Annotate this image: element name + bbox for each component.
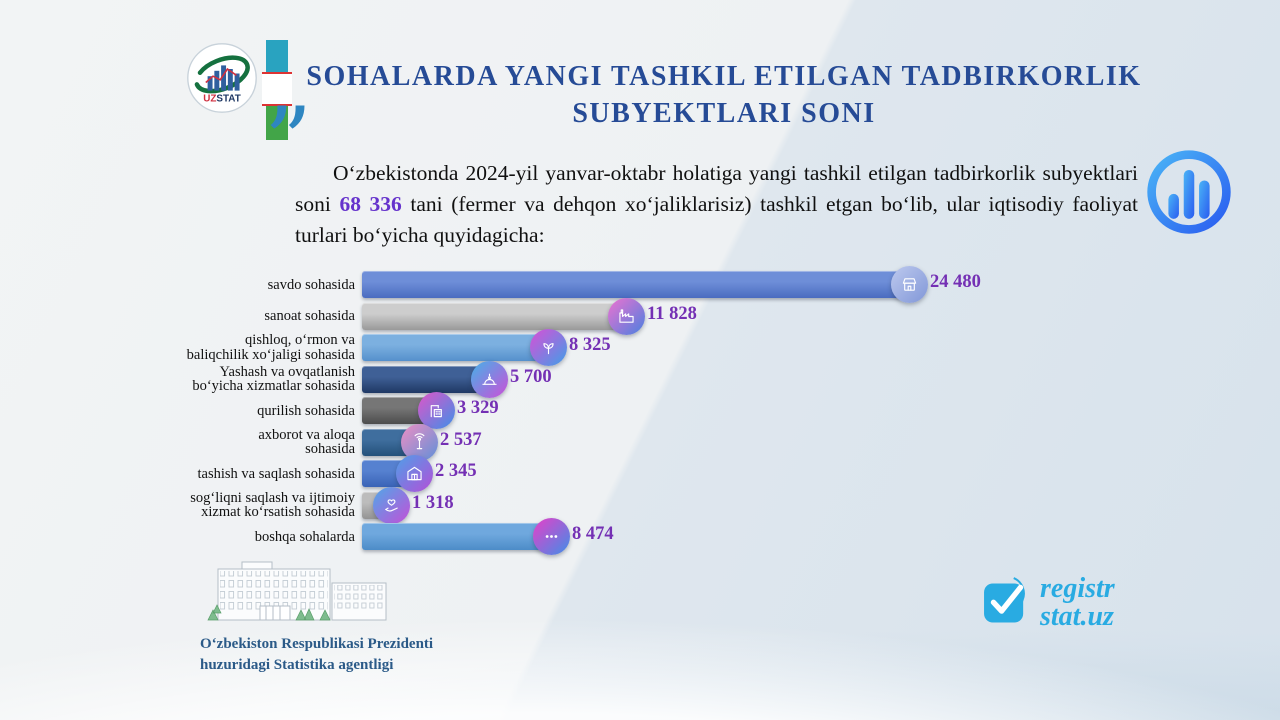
value-label: 24 480 <box>930 272 981 292</box>
bar[interactable] <box>362 271 909 299</box>
chart-row: axborot va aloqa sohasida 2 537 <box>179 423 1189 461</box>
intro-text-before: Oʻzbekistonda 2024-yil yanvar-oktabr hol… <box>295 160 1138 216</box>
communication-icon <box>400 423 438 461</box>
value-label: 5 700 <box>510 366 552 387</box>
flag-green-band <box>266 106 288 140</box>
value-label: 8 474 <box>572 524 614 544</box>
chart-badge-icon <box>1147 150 1231 234</box>
bar-track: 1 318 <box>362 486 1189 524</box>
chart-row: sogʻliqni saqlash va ijtimoiy xizmat koʻr… <box>179 486 1189 524</box>
building-windows <box>220 571 328 611</box>
intro-highlight-number: 68 336 <box>339 191 402 216</box>
brand-wordmark: registr stat.uz <box>1040 575 1115 631</box>
category-label: qurilish sohasida <box>257 402 355 419</box>
value-label: 2 345 <box>435 461 477 481</box>
ellipsis-icon <box>532 518 570 555</box>
value-label: 3 329 <box>457 398 499 418</box>
chart-row: qishloq, oʻrmon va baliqchilik xoʻjaligi … <box>179 329 1189 366</box>
value-label: 1 318 <box>412 492 454 513</box>
uzbekistan-flag-stripe <box>262 40 292 140</box>
chart-row: sanoat sohasida 11 828 <box>179 297 1189 335</box>
chart-row: Yashash va ovqatlanish boʻyicha xizmatlar… <box>179 360 1189 398</box>
bar-track: 11 828 <box>362 297 1189 335</box>
bar-track: 2 345 <box>362 455 1189 492</box>
category-label: sanoat sohasida <box>264 308 355 324</box>
food-service-icon <box>470 360 508 398</box>
construction-icon <box>417 392 455 429</box>
uzstat-logo: UZSTAT <box>187 43 257 113</box>
category-label: sogʻliqni saqlash va ijtimoiy xizmat koʻr… <box>190 489 355 521</box>
agriculture-icon <box>529 329 567 366</box>
value-label: 11 828 <box>647 303 697 324</box>
chart-row: boshqa sohalarda 8 474 <box>179 518 1189 555</box>
value-label: 2 537 <box>440 429 482 450</box>
chart-row: qurilish sohasida 3 329 <box>179 392 1189 429</box>
category-label: axborot va aloqa sohasida <box>258 426 355 458</box>
bar-track: 8 325 <box>362 329 1189 366</box>
storefront-icon <box>890 266 928 303</box>
brand-line1: registr <box>1040 573 1115 604</box>
checkmark-badge-icon <box>984 577 1025 623</box>
bar-track: 2 537 <box>362 423 1189 461</box>
value-label: 8 325 <box>569 335 611 355</box>
category-label: tashish va saqlash sohasida <box>197 465 355 482</box>
flag-white-band <box>262 72 292 106</box>
bar-chart: savdo sohasida 24 480 sanoat sohasida 11 82… <box>179 266 1189 555</box>
bar-track: 24 480 <box>362 266 1189 303</box>
agency-building-illustration <box>207 561 387 621</box>
brand-line2: stat.uz <box>1040 601 1114 632</box>
chart-row: savdo sohasida 24 480 <box>179 266 1189 303</box>
trees-icon <box>207 604 331 621</box>
chart-row: tashish va saqlash sohasida 2 345 <box>179 455 1189 492</box>
agency-caption-line1: Oʻzbekiston Respublikasi Prezidenti <box>200 636 434 652</box>
intro-text-after: tani (fermer va dehqon xoʻjaliklarisiz) … <box>295 191 1139 247</box>
category-label: boshqa sohalarda <box>254 528 355 545</box>
page-title: SOHALARDA YANGI TASHKIL ETILGAN TADBIRKO… <box>288 58 1160 132</box>
bar[interactable] <box>362 365 489 393</box>
healthcare-icon <box>372 486 410 524</box>
page-title-line2: SUBYEKTLARI SONI <box>572 98 876 129</box>
logo-trendline-icon <box>205 67 237 84</box>
transport-icon <box>395 455 433 492</box>
bar[interactable] <box>362 302 626 330</box>
page-title-line1: SOHALARDA YANGI TASHKIL ETILGAN TADBIRKO… <box>306 61 1142 92</box>
category-label: savdo sohasida <box>267 276 355 293</box>
flag-cyan-band <box>266 40 288 72</box>
bar[interactable] <box>362 523 551 551</box>
agency-caption-line2: huzuridagi Statistika agentligi <box>200 657 394 673</box>
bar-track: 3 329 <box>362 392 1189 429</box>
quote-icon: ” <box>264 88 313 197</box>
logo-bars-icon <box>207 65 240 91</box>
registr-statuz-brand: registr stat.uz <box>980 574 1115 632</box>
intro-paragraph: Oʻzbekistonda 2024-yil yanvar-oktabr hol… <box>295 158 1138 251</box>
factory-icon <box>607 297 645 335</box>
agency-caption: Oʻzbekiston Respublikasi Prezidenti huzu… <box>200 634 450 676</box>
category-label: Yashash va ovqatlanish boʻyicha xizmatlar… <box>192 363 355 395</box>
logo-wordmark: UZSTAT <box>203 93 241 104</box>
bar-track: 5 700 <box>362 360 1189 398</box>
category-label: qishloq, oʻrmon va baliqchilik xoʻjaligi … <box>186 332 355 363</box>
bar[interactable] <box>362 334 548 362</box>
bar-track: 8 474 <box>362 518 1189 555</box>
